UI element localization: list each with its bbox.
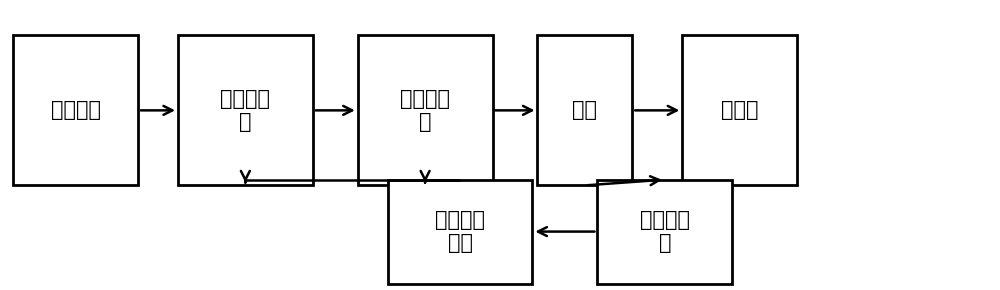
Text: 接收机: 接收机 [721,100,758,120]
Text: 快速反射
镜: 快速反射 镜 [220,89,270,132]
Text: 光电探测
器: 光电探测 器 [640,210,690,253]
Bar [358,35,493,185]
Text: 光学天线: 光学天线 [51,100,101,120]
Text: 盲优化控
制器: 盲优化控 制器 [435,210,485,253]
Bar [178,35,313,185]
Bar [13,35,138,185]
Text: 光纤: 光纤 [572,100,597,120]
Bar [537,35,632,185]
Text: 相位控制
器: 相位控制 器 [400,89,450,132]
Bar [682,35,797,185]
Bar [388,180,532,284]
Bar [597,180,732,284]
